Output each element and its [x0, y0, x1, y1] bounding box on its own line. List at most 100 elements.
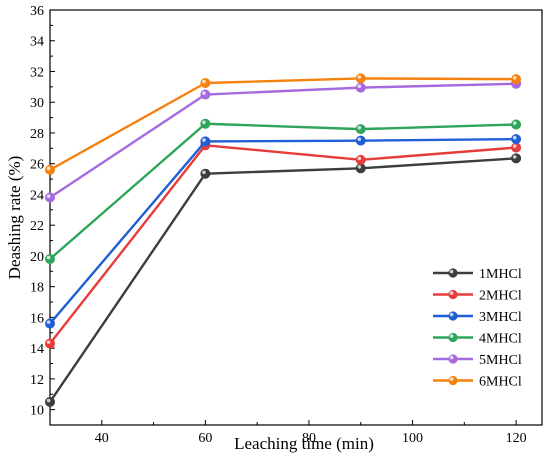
data-point-highlight	[46, 340, 51, 344]
series-line	[49, 77, 517, 171]
data-point-highlight	[202, 91, 206, 95]
y-tick-label: 20	[30, 250, 44, 265]
data-point	[355, 135, 366, 146]
x-axis-title: Leaching time (min)	[234, 434, 374, 453]
data-point	[355, 73, 366, 84]
legend-swatch-highlight	[449, 355, 454, 360]
data-point-highlight	[512, 121, 517, 125]
legend-swatch-marker	[448, 375, 458, 386]
legend-swatch-marker	[448, 332, 458, 343]
x-tick-label: 80	[302, 431, 316, 446]
y-tick-label: 16	[30, 311, 44, 326]
data-point-highlight	[357, 84, 362, 89]
data-point-highlight	[202, 120, 206, 125]
series-6MHCl	[45, 73, 522, 175]
data-point	[45, 164, 56, 175]
legend-swatch-highlight	[449, 291, 454, 295]
legend-swatch-marker	[448, 268, 458, 278]
series-line	[49, 157, 517, 403]
legend-label: 1MHCl	[479, 267, 522, 282]
data-point	[355, 124, 366, 135]
data-point-highlight	[46, 194, 51, 198]
y-tick-label: 36	[30, 4, 44, 19]
data-point-highlight	[357, 165, 362, 169]
legend-swatch-marker	[448, 289, 458, 300]
legend-label: 3MHCl	[479, 310, 522, 325]
legend-swatch-marker	[448, 311, 458, 321]
data-point	[200, 136, 211, 147]
y-tick-label: 22	[30, 219, 44, 234]
data-point-highlight	[357, 156, 362, 161]
data-point	[200, 168, 211, 179]
legend-swatch-marker	[448, 354, 458, 364]
legend-item: 2MHCl	[433, 289, 522, 304]
series-4MHCl	[45, 118, 522, 264]
data-point	[511, 74, 522, 85]
legend-item: 6MHCl	[433, 375, 522, 390]
series-3MHCl	[45, 134, 522, 329]
data-point	[200, 78, 211, 89]
y-tick-label: 34	[30, 35, 44, 50]
data-point-highlight	[202, 170, 206, 175]
legend-item: 5MHCl	[433, 353, 522, 368]
data-point-highlight	[202, 79, 206, 84]
data-point-highlight	[46, 166, 51, 171]
legend: 1MHCl 2MHCl 3MHCl 4MHCl 5MHCl 6MHCl	[433, 267, 522, 390]
data-point	[45, 396, 56, 407]
y-tick-label: 26	[30, 158, 44, 173]
data-point-highlight	[46, 398, 51, 403]
data-point	[511, 153, 522, 164]
plot-frame	[49, 9, 543, 426]
legend-swatch-highlight	[449, 312, 454, 317]
data-point	[355, 82, 366, 93]
legend-label: 2MHCl	[479, 289, 522, 304]
legend-item: 4MHCl	[433, 332, 522, 347]
series-line	[49, 137, 517, 325]
data-point-highlight	[512, 155, 517, 159]
y-tick-label: 14	[30, 342, 44, 357]
y-tick-label: 10	[30, 404, 44, 419]
legend-item: 1MHCl	[433, 267, 522, 282]
series-line	[49, 122, 517, 260]
data-point	[45, 318, 56, 329]
x-tick-label: 40	[95, 431, 109, 446]
data-point-highlight	[512, 144, 517, 148]
data-point	[511, 119, 522, 130]
data-point	[45, 253, 56, 264]
data-point	[45, 192, 56, 203]
data-point-highlight	[512, 75, 517, 80]
legend-label: 4MHCl	[479, 332, 522, 347]
data-point	[511, 134, 522, 145]
series-1MHCl	[45, 153, 522, 407]
y-tick-label: 30	[30, 96, 44, 111]
data-point	[200, 89, 211, 100]
x-tick-label: 100	[402, 431, 423, 446]
data-point	[200, 118, 211, 129]
data-point-highlight	[512, 135, 517, 140]
data-point-highlight	[46, 255, 51, 260]
data-point-highlight	[202, 138, 206, 142]
data-point	[355, 154, 366, 165]
data-point-highlight	[357, 75, 362, 79]
y-axis-title: Deashing rate (%)	[5, 156, 24, 280]
data-point-highlight	[46, 320, 51, 324]
y-tick-label: 12	[30, 373, 44, 388]
legend-item: 3MHCl	[433, 310, 522, 325]
legend-label: 5MHCl	[479, 353, 522, 368]
y-tick-label: 32	[30, 65, 44, 80]
y-tick-label: 28	[30, 127, 44, 142]
data-point	[511, 142, 522, 153]
y-tick-label: 24	[30, 188, 44, 203]
legend-label: 6MHCl	[479, 375, 522, 390]
series-line	[49, 144, 517, 345]
data-point	[355, 163, 366, 174]
data-point-highlight	[357, 137, 362, 142]
series-line	[49, 82, 517, 199]
data-point	[45, 338, 56, 349]
y-tick-label: 18	[30, 281, 44, 296]
x-tick-label: 60	[198, 431, 212, 446]
data-point-highlight	[357, 125, 362, 130]
legend-swatch-highlight	[449, 334, 454, 338]
